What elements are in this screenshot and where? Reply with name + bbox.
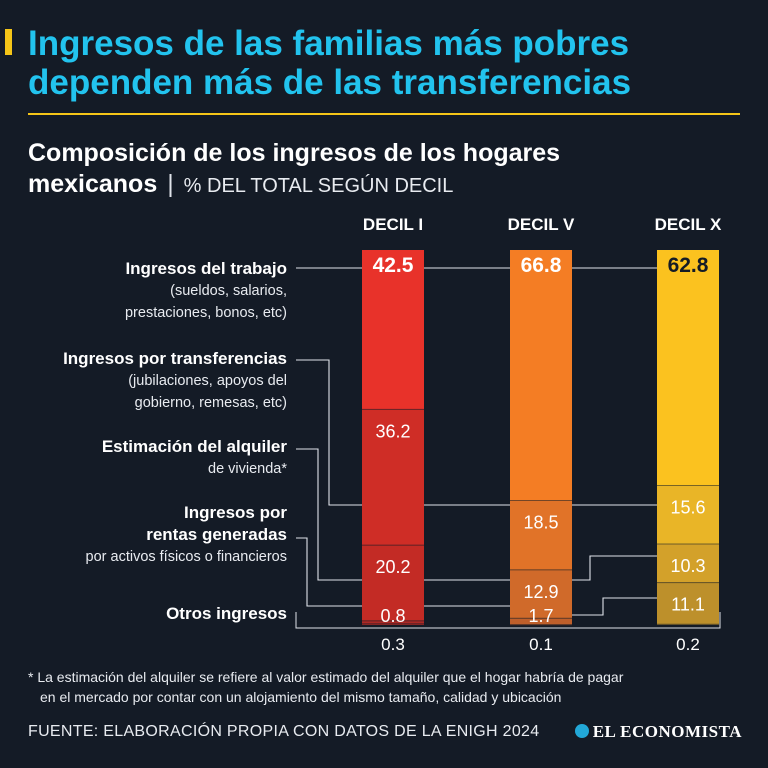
leader-line-alquiler — [572, 555, 657, 581]
brand-logo: EL ECONOMISTA — [574, 722, 742, 742]
subtitle-line-2: mexicanos — [28, 170, 158, 198]
bar-segment — [362, 250, 424, 410]
footnote-line-2: en el mercado por contar con un alojamie… — [40, 689, 562, 705]
leader-line-transferencias — [296, 359, 362, 506]
decile-header: DECIL V — [508, 215, 575, 234]
bar-segment — [510, 618, 572, 625]
footnote-line-1: * La estimación del alquiler se refiere … — [28, 669, 624, 685]
value-label: 15.6 — [670, 498, 705, 518]
bar-segment — [510, 569, 572, 619]
value-label: 1.7 — [528, 606, 553, 626]
headline-line-2: dependen más de las transferencias — [28, 63, 632, 102]
value-label: 12.9 — [523, 582, 558, 602]
accent-bar — [5, 29, 12, 55]
row-label-main: Estimación del alquiler — [101, 437, 287, 456]
el-economista-logo-icon — [574, 724, 589, 738]
otros-value-label: 0.2 — [676, 635, 700, 654]
bar-segment — [510, 500, 572, 570]
subtitle-line-1: Composición de los ingresos de los hogar… — [28, 139, 561, 167]
otros-value-label: 0.3 — [381, 635, 405, 654]
value-label: 18.5 — [523, 513, 558, 533]
subtitle-unit: % DEL TOTAL SEGÚN DECIL — [183, 175, 454, 197]
bar-segment — [362, 545, 424, 621]
row-label-main: Ingresos por transferencias — [63, 349, 287, 368]
row-label-otros: Otros ingresos — [166, 603, 287, 625]
value-label: 62.8 — [668, 254, 709, 277]
row-label-sub: de vivienda* — [208, 461, 287, 477]
row-label-sub: por activos físicos o financieros — [85, 549, 287, 565]
brand-name: EL ECONOMISTA — [592, 722, 742, 741]
bar-segment — [362, 620, 424, 624]
row-label-alquiler: Estimación del alquiler de vivienda* — [102, 436, 287, 480]
otros-bracket — [295, 612, 721, 629]
decile-header: DECIL X — [655, 215, 722, 234]
row-label-sub: (jubilaciones, apoyos del — [128, 373, 287, 389]
bar-segment — [657, 544, 719, 583]
bar-segment — [362, 623, 424, 625]
bar-segment — [657, 582, 719, 625]
otros-value-label: 0.1 — [529, 635, 553, 654]
value-label: 42.5 — [373, 254, 414, 277]
bar-segment — [657, 250, 719, 486]
bar-segment — [510, 250, 572, 501]
row-label-rentas: Ingresos por rentas generadas por activo… — [86, 502, 287, 568]
value-label: 10.3 — [670, 556, 705, 576]
leader-line-rentas — [572, 597, 657, 616]
headline: Ingresos de las familias más pobres depe… — [28, 24, 748, 102]
leader-line-alquiler — [296, 448, 362, 581]
chart-subtitle: Composición de los ingresos de los hogar… — [28, 138, 748, 202]
bar-segment — [657, 485, 719, 544]
source-credit: FUENTE: ELABORACIÓN PROPIA CON DATOS DE … — [28, 723, 540, 740]
value-label: 11.1 — [671, 594, 705, 614]
bar-segment — [362, 409, 424, 546]
value-label: 0.8 — [380, 606, 405, 626]
subtitle-separator: | — [167, 170, 174, 198]
row-label-sub: (sueldos, salarios, — [170, 283, 287, 299]
row-label-main: Ingresos del trabajo — [125, 259, 287, 278]
decile-header: DECIL I — [363, 215, 423, 234]
row-label-sub: prestaciones, bonos, etc) — [124, 305, 287, 321]
value-label: 20.2 — [375, 557, 410, 577]
row-label-main: rentas generadas — [146, 525, 287, 544]
row-label-transferencias: Ingresos por transferencias (jubilacione… — [63, 348, 287, 414]
headline-line-1: Ingresos de las familias más pobres — [28, 24, 630, 63]
value-label: 66.8 — [521, 254, 562, 277]
row-label-trabajo: Ingresos del trabajo (sueldos, salarios,… — [125, 258, 287, 324]
footnote: * La estimación del alquiler se refiere … — [28, 667, 763, 707]
row-label-main: Otros ingresos — [166, 604, 287, 623]
leader-line-rentas — [296, 537, 362, 607]
row-label-main: Ingresos por — [184, 503, 287, 522]
row-label-sub: gobierno, remesas, etc) — [134, 395, 287, 411]
title-divider — [28, 113, 740, 115]
value-label: 36.2 — [375, 421, 410, 441]
